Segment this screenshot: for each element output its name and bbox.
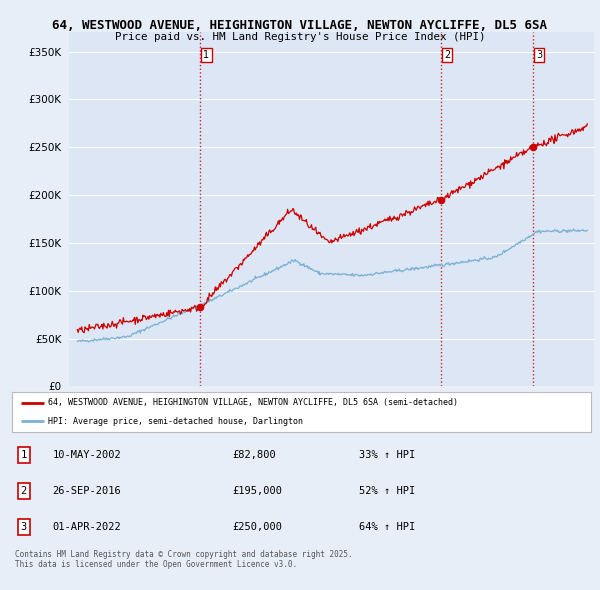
Text: £195,000: £195,000 xyxy=(232,486,282,496)
Text: Contains HM Land Registry data © Crown copyright and database right 2025.
This d: Contains HM Land Registry data © Crown c… xyxy=(15,550,353,569)
Text: 1: 1 xyxy=(203,50,209,60)
Text: 10-MAY-2002: 10-MAY-2002 xyxy=(53,450,121,460)
Text: £250,000: £250,000 xyxy=(232,522,282,532)
Text: 26-SEP-2016: 26-SEP-2016 xyxy=(53,486,121,496)
Text: Price paid vs. HM Land Registry's House Price Index (HPI): Price paid vs. HM Land Registry's House … xyxy=(115,32,485,42)
Text: 3: 3 xyxy=(536,50,542,60)
Text: £82,800: £82,800 xyxy=(232,450,276,460)
Text: 64% ↑ HPI: 64% ↑ HPI xyxy=(359,522,416,532)
Text: 01-APR-2022: 01-APR-2022 xyxy=(53,522,121,532)
Text: 1: 1 xyxy=(20,450,27,460)
Text: 3: 3 xyxy=(20,522,27,532)
Text: 64, WESTWOOD AVENUE, HEIGHINGTON VILLAGE, NEWTON AYCLIFFE, DL5 6SA (semi-detache: 64, WESTWOOD AVENUE, HEIGHINGTON VILLAGE… xyxy=(48,398,458,407)
Text: 2: 2 xyxy=(20,486,27,496)
Text: 64, WESTWOOD AVENUE, HEIGHINGTON VILLAGE, NEWTON AYCLIFFE, DL5 6SA: 64, WESTWOOD AVENUE, HEIGHINGTON VILLAGE… xyxy=(53,19,548,32)
Text: 2: 2 xyxy=(444,50,450,60)
Text: 33% ↑ HPI: 33% ↑ HPI xyxy=(359,450,416,460)
Text: 52% ↑ HPI: 52% ↑ HPI xyxy=(359,486,416,496)
Text: HPI: Average price, semi-detached house, Darlington: HPI: Average price, semi-detached house,… xyxy=(48,417,303,425)
